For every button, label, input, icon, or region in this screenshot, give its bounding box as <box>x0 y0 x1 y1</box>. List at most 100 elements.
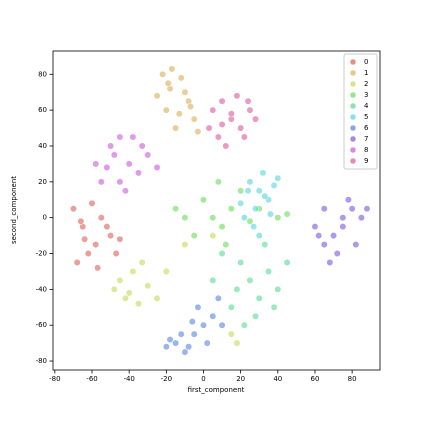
y-tick-label: -60 <box>36 321 47 329</box>
point <box>81 235 89 243</box>
point <box>326 259 334 266</box>
point <box>138 259 146 266</box>
y-tick-label: -40 <box>36 285 47 293</box>
point <box>153 164 161 171</box>
point <box>315 232 323 240</box>
point <box>237 199 245 207</box>
point <box>237 124 245 132</box>
point <box>209 276 217 284</box>
x-axis-label: first_component <box>188 386 245 394</box>
point <box>129 133 137 141</box>
point <box>92 160 100 168</box>
point <box>172 124 180 132</box>
point <box>144 151 152 159</box>
point <box>125 160 133 168</box>
point <box>187 103 194 111</box>
point <box>190 330 198 338</box>
point <box>233 339 241 347</box>
point <box>185 343 193 351</box>
point <box>252 205 259 213</box>
point <box>233 92 241 100</box>
y-tick-label: 20 <box>38 178 47 186</box>
x-tick-label: 0 <box>201 375 205 383</box>
legend-label: 7 <box>364 135 368 143</box>
plot-area <box>69 65 371 356</box>
point <box>218 321 226 329</box>
point <box>172 339 180 347</box>
point <box>352 241 360 249</box>
point <box>339 214 347 222</box>
legend-marker <box>349 157 357 165</box>
point <box>218 223 226 231</box>
point <box>159 70 167 78</box>
legend-marker <box>349 124 357 132</box>
point <box>222 241 230 249</box>
legend-label: 2 <box>364 80 368 88</box>
y-tick-label: 0 <box>43 214 47 222</box>
x-tick-label: -20 <box>161 375 172 383</box>
legend-frame <box>343 53 378 170</box>
point <box>129 267 137 275</box>
point <box>227 110 235 118</box>
point <box>252 312 259 320</box>
point <box>227 330 235 338</box>
x-tick-label: 40 <box>273 375 282 383</box>
point <box>84 250 92 257</box>
point <box>116 276 124 284</box>
point <box>181 88 189 96</box>
legend-marker <box>349 146 357 154</box>
legend-marker <box>349 102 357 110</box>
point <box>209 312 217 320</box>
point <box>138 142 146 150</box>
legend-label: 8 <box>364 146 368 154</box>
point <box>265 267 272 275</box>
x-tick-label: -80 <box>49 375 60 383</box>
point <box>237 187 245 195</box>
point <box>116 178 124 186</box>
point <box>209 106 217 114</box>
point <box>116 133 124 141</box>
point <box>125 289 133 297</box>
point <box>266 210 274 218</box>
y-axis-label: second_component <box>10 176 18 244</box>
point <box>94 264 102 272</box>
point <box>135 300 142 308</box>
point <box>357 214 365 222</box>
point <box>162 267 170 275</box>
point <box>200 321 207 329</box>
point <box>194 128 202 136</box>
point <box>237 259 245 266</box>
legend-marker <box>349 91 357 99</box>
point <box>88 199 96 207</box>
point <box>175 110 183 118</box>
point <box>107 142 115 150</box>
point <box>214 133 222 141</box>
legend-label: 9 <box>364 157 368 165</box>
point <box>250 223 258 231</box>
point <box>218 97 226 105</box>
point <box>209 232 217 240</box>
x-tick-label: -60 <box>86 375 97 383</box>
point <box>274 285 282 293</box>
point <box>103 223 111 231</box>
point <box>97 178 105 186</box>
point <box>233 285 241 293</box>
point <box>244 187 252 195</box>
point <box>255 294 263 302</box>
point <box>181 214 189 222</box>
point <box>240 133 248 141</box>
legend-label: 5 <box>364 113 368 121</box>
point <box>205 124 213 132</box>
axes-frame <box>52 50 381 371</box>
point <box>274 174 282 182</box>
point <box>181 348 189 356</box>
point <box>274 214 282 222</box>
point <box>311 223 319 231</box>
point <box>188 318 196 326</box>
point <box>164 79 172 87</box>
point <box>116 235 124 243</box>
point <box>162 106 170 114</box>
point <box>135 169 142 177</box>
legend-label: 4 <box>364 102 369 110</box>
